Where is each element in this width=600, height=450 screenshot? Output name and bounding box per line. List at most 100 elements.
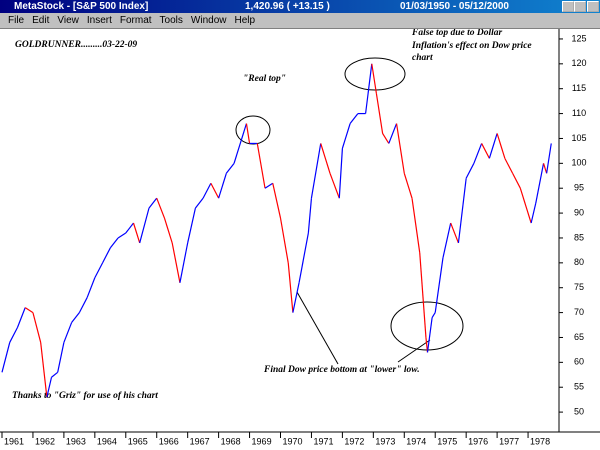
price-segment [279,217,289,263]
x-tick-label: 1961 [4,436,24,446]
annotation: "Real top" [243,74,286,84]
y-tick-label: 70 [574,307,584,317]
x-tick-label: 1968 [221,436,241,446]
x-tick-label: 1975 [437,436,457,446]
price-segment [320,143,331,174]
y-tick-label: 85 [574,232,584,242]
price-segment [341,123,351,149]
x-tick-label: 1970 [283,436,303,446]
price-segment [9,327,19,343]
price-segment [546,143,552,174]
x-tick-label: 1972 [344,436,364,446]
menu-item[interactable]: Tools [159,15,183,26]
date-range: 01/03/1950 - 05/12/2000 [400,1,509,12]
price-segment [292,282,300,313]
price-segment [94,262,104,279]
price-segment [156,197,166,219]
price-segment [426,317,433,353]
price-segment [163,217,173,244]
menu-item[interactable]: Insert [86,15,112,26]
price-segment [338,148,343,199]
price-segment [403,173,413,199]
price-segment [519,188,532,224]
price-segment [148,197,158,209]
price-segment [465,163,475,179]
price-segment [46,377,53,398]
price-segment [542,163,548,174]
x-tick-label: 1973 [375,436,395,446]
price-segment [365,63,373,114]
close[interactable] [587,1,599,12]
y-tick-label: 115 [572,83,586,93]
price-segment [32,312,42,343]
pointer [397,339,431,363]
price-segment [57,342,65,373]
price-segment [202,182,212,199]
price-segment [78,297,88,313]
price-segment [187,207,196,244]
price-segment [109,237,119,249]
price-segment [504,158,514,174]
price-segment [125,222,134,234]
price-segment [375,93,384,134]
price-segment [272,183,282,219]
price-segment [63,322,73,343]
price-segment [245,123,251,144]
x-tick-label: 1966 [159,436,179,446]
price-segment [419,252,427,338]
x-tick-label: 1963 [66,436,86,446]
annotation: Thanks to "Griz" for use of his chart [12,391,158,401]
price-segment [102,247,111,264]
x-tick-label: 1969 [252,436,272,446]
price-segment [388,123,398,144]
chart: GOLDRUNNER.........03-22-09 "Real top" F… [0,29,600,450]
menu-item[interactable]: View [57,15,79,26]
y-tick-label: 95 [574,183,584,193]
y-tick-label: 110 [572,108,586,118]
price-segment [488,133,498,159]
minimize[interactable] [562,1,574,12]
price-segment [117,232,127,239]
y-tick-label: 80 [574,257,584,267]
price-segment [442,222,452,258]
price-segment [233,123,248,164]
price-segment [512,173,521,189]
price-segment [24,307,34,314]
price-segment [40,342,48,398]
menu-item[interactable]: Help [234,15,256,26]
y-tick-label: 105 [571,133,586,143]
price-segment [431,312,436,318]
price-segment [329,173,340,199]
maximize[interactable] [574,1,586,12]
y-tick-label: 50 [574,406,584,416]
price-segment [473,143,483,164]
menu-item[interactable]: Window [190,15,227,26]
price-segment [132,222,141,244]
y-tick-label: 60 [574,357,584,367]
annotation-shapes [235,57,464,365]
y-tick-label: 90 [574,207,584,217]
price-segment [86,277,96,298]
price-segment [71,312,80,323]
price-segment [496,133,506,159]
x-tick-label: 1965 [128,436,148,446]
price-segment [457,178,467,244]
ellipse [344,57,406,91]
menu-item[interactable]: File [8,15,25,26]
price-segment [481,143,490,159]
menu-bar: File Edit View Insert Format Tools Window Help [0,13,600,29]
price-segment [310,143,322,199]
x-tick-label: 1977 [499,436,519,446]
price-segment [395,123,405,174]
menu-item[interactable]: Format [119,15,152,26]
annotation: GOLDRUNNER.........03-22-09 [15,40,137,50]
annotation: False top due to Dollar [411,29,503,38]
price-segment [371,63,378,94]
annotation: Final Dow price bottom at "lower" low. [263,365,420,375]
price-segment [171,242,181,283]
menu-item[interactable]: Edit [32,15,50,26]
price-segment [256,143,266,189]
price-segment [349,113,359,124]
y-tick-label: 125 [571,33,586,43]
